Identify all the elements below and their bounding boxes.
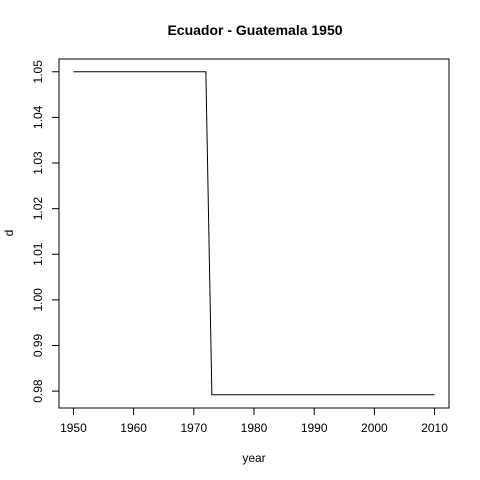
y-tick-label: 0.98: [31, 379, 45, 403]
y-tick-label: 1.01: [31, 242, 45, 266]
plot-frame: [58, 58, 450, 409]
x-axis-label: year: [242, 451, 265, 465]
series-layer: [73, 71, 435, 396]
chart-title: Ecuador - Guatemala 1950: [167, 22, 342, 38]
x-tick-label: 1990: [301, 421, 328, 435]
x-tick-label: 1960: [120, 421, 147, 435]
x-tick-label: 1980: [241, 421, 268, 435]
y-axis: 0.98 0.99 1.00 1.01 1.02 1.03 1.04 1.05: [31, 60, 60, 403]
y-axis-label: d: [2, 230, 16, 237]
y-tick-label: 1.00: [31, 288, 45, 312]
y-tick-label: 1.02: [31, 197, 45, 221]
x-axis: 1950 1960 1970 1980 1990 2000 2010: [60, 407, 448, 435]
x-tick-label: 2010: [421, 421, 448, 435]
x-tick-label: 2000: [361, 421, 388, 435]
y-tick-label: 0.99: [31, 333, 45, 357]
y-tick-label: 1.03: [31, 151, 45, 175]
x-tick-label: 1950: [60, 421, 87, 435]
y-tick-label: 1.04: [31, 105, 45, 129]
x-tick-label: 1970: [180, 421, 207, 435]
series-line: [73, 71, 435, 396]
y-tick-label: 1.05: [31, 60, 45, 84]
